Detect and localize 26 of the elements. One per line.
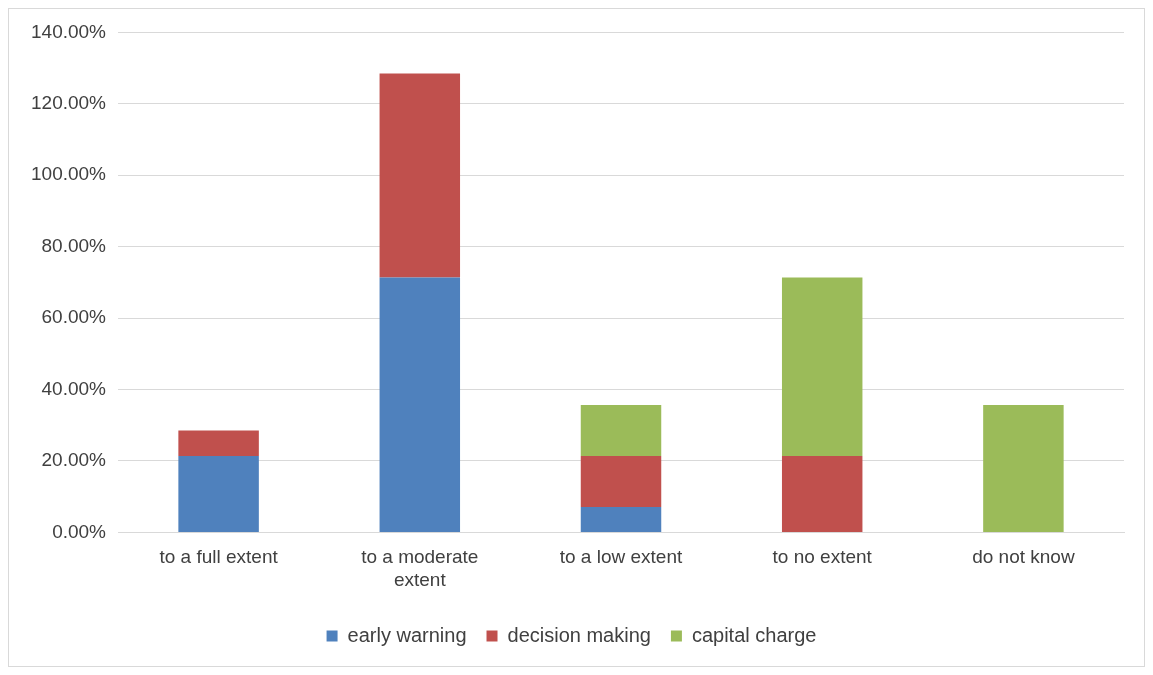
bar <box>781 277 863 456</box>
y-tick-label: 40.00% <box>41 377 107 399</box>
legend-label: capital charge <box>691 623 817 646</box>
bar <box>580 455 662 508</box>
bar <box>781 455 863 532</box>
x-tick-label: to a full extent <box>159 546 279 568</box>
bar <box>580 404 662 456</box>
bar <box>178 455 259 532</box>
y-tick-label: 60.00% <box>41 306 107 328</box>
bar <box>983 404 1064 532</box>
x-tick-label: do not know <box>972 546 1075 568</box>
y-tick-label: 20.00% <box>41 449 107 471</box>
y-tick-label: 140.00% <box>30 20 107 42</box>
x-tick-label: to a moderate extent <box>361 546 479 590</box>
x-tick-label: to a low extent <box>559 546 683 568</box>
x-tick-label: to no extent <box>772 546 873 568</box>
bar <box>178 430 259 456</box>
y-tick-label: 100.00% <box>30 163 107 185</box>
legend-label: decision making <box>507 623 651 646</box>
y-tick-label: 80.00% <box>41 234 107 256</box>
bar <box>379 277 461 532</box>
y-tick-label: 0.00% <box>52 520 107 542</box>
y-tick-label: 120.00% <box>30 92 107 114</box>
legend-label: early warning <box>347 623 467 646</box>
bar <box>580 507 662 532</box>
bar <box>379 73 461 278</box>
